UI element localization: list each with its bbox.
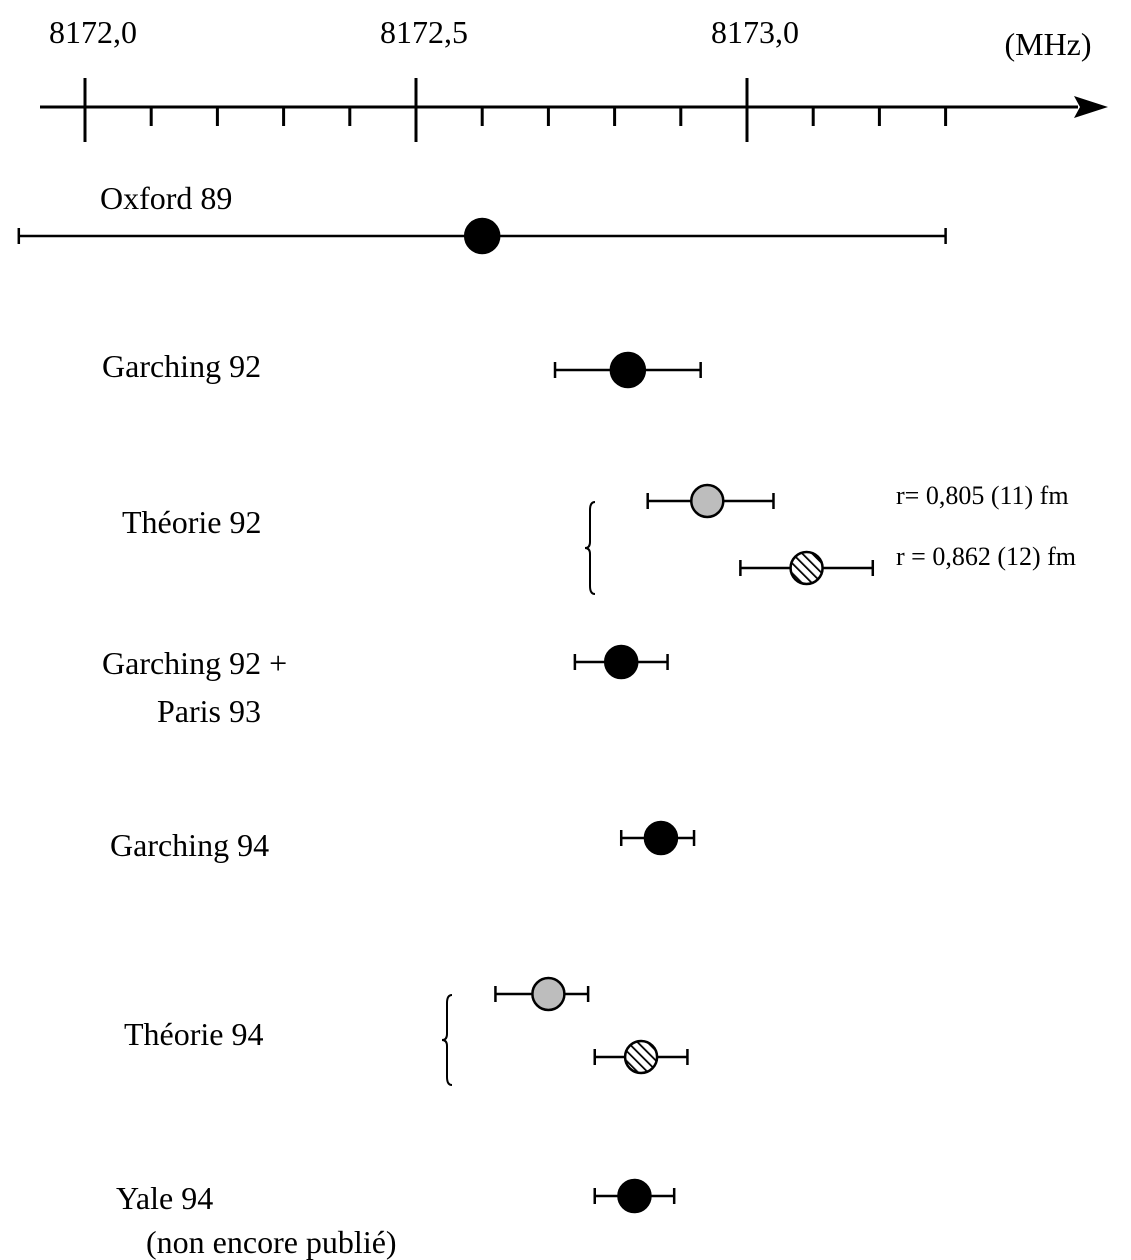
row-label: Théorie 92 xyxy=(122,504,262,540)
row: Garching 92 + Paris 93 xyxy=(102,644,669,729)
data-point xyxy=(531,976,566,1012)
data-point xyxy=(789,550,824,586)
unit-label: (MHz) xyxy=(1004,26,1091,62)
row-label: Garching 92 + xyxy=(102,645,287,681)
tick-label: 8172,5 xyxy=(380,14,468,50)
row: Garching 92 xyxy=(102,348,702,389)
data-point xyxy=(603,644,639,680)
data-point xyxy=(690,483,725,519)
tick-label: 8172,0 xyxy=(49,14,137,50)
data-point xyxy=(609,351,647,389)
axis-arrowhead xyxy=(1074,96,1108,118)
row-label: Yale 94 xyxy=(116,1180,213,1216)
row-label: Garching 92 xyxy=(102,348,261,384)
group-brace xyxy=(441,994,453,1086)
data-point xyxy=(463,217,501,255)
row: Théorie 94 xyxy=(124,976,689,1086)
frequency-axis: 8172,0 8172,5 8173,0 (MHz) xyxy=(40,14,1108,142)
row-label: Oxford 89 xyxy=(100,180,232,216)
row-label: Garching 94 xyxy=(110,827,269,863)
group-brace xyxy=(584,501,596,595)
data-point xyxy=(623,1039,659,1075)
row-label: Paris 93 xyxy=(157,693,261,729)
row: Garching 94 xyxy=(110,820,696,863)
row: Yale 94 (non encore publié) xyxy=(116,1178,676,1260)
row-label: Théorie 94 xyxy=(124,1016,264,1052)
data-rows: Oxford 89 Garching 92 Théorie 92 r= 0,805 (… xyxy=(17,180,1076,1260)
row: Théorie 92 r= 0,805 (11) fm r = 0,862 (12)… xyxy=(122,481,1076,595)
data-point xyxy=(617,1178,652,1214)
radius-annotation: r= 0,805 (11) fm xyxy=(896,481,1069,510)
row: Oxford 89 xyxy=(17,180,947,255)
radius-annotation: r = 0,862 (12) fm xyxy=(896,542,1076,571)
row-label: (non encore publié) xyxy=(146,1224,397,1260)
data-point xyxy=(643,820,679,856)
tick-label: 8173,0 xyxy=(711,14,799,50)
